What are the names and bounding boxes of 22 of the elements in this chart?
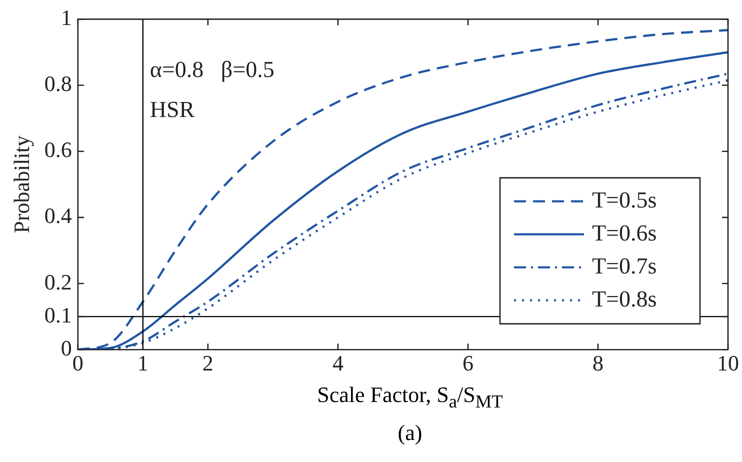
x-tick-label: 1 (137, 350, 148, 376)
x-tick-label: 6 (462, 350, 474, 376)
x-tick-label: 8 (592, 350, 604, 376)
y-axis-title: Probability (8, 136, 34, 234)
legend-label: T=0.6s (592, 220, 657, 246)
y-tick-label: 1 (60, 4, 72, 30)
y-tick-label: 0.8 (44, 71, 72, 96)
annotation: α=0.8 β=0.5 (150, 57, 274, 82)
legend-label: T=0.5s (592, 187, 657, 212)
legend-label: T=0.7s (592, 253, 657, 278)
x-tick-label: 4 (332, 350, 344, 376)
y-tick-label: 0.2 (44, 269, 72, 294)
y-tick-label: 0.6 (44, 137, 72, 162)
y-tick-label: 0.1 (44, 302, 72, 328)
y-tick-label: 0.4 (44, 203, 72, 228)
x-tick-label: 2 (202, 350, 214, 376)
x-axis-title: Scale Factor, S$_{a}$/S$_{MT}$ (316, 382, 504, 412)
annotation: HSR (150, 97, 196, 122)
text: (a) (396, 420, 424, 446)
y-tick-label: 0 (60, 335, 72, 360)
x-tick-label: 10 (717, 350, 739, 376)
legend-label: T=0.8s (592, 286, 657, 312)
